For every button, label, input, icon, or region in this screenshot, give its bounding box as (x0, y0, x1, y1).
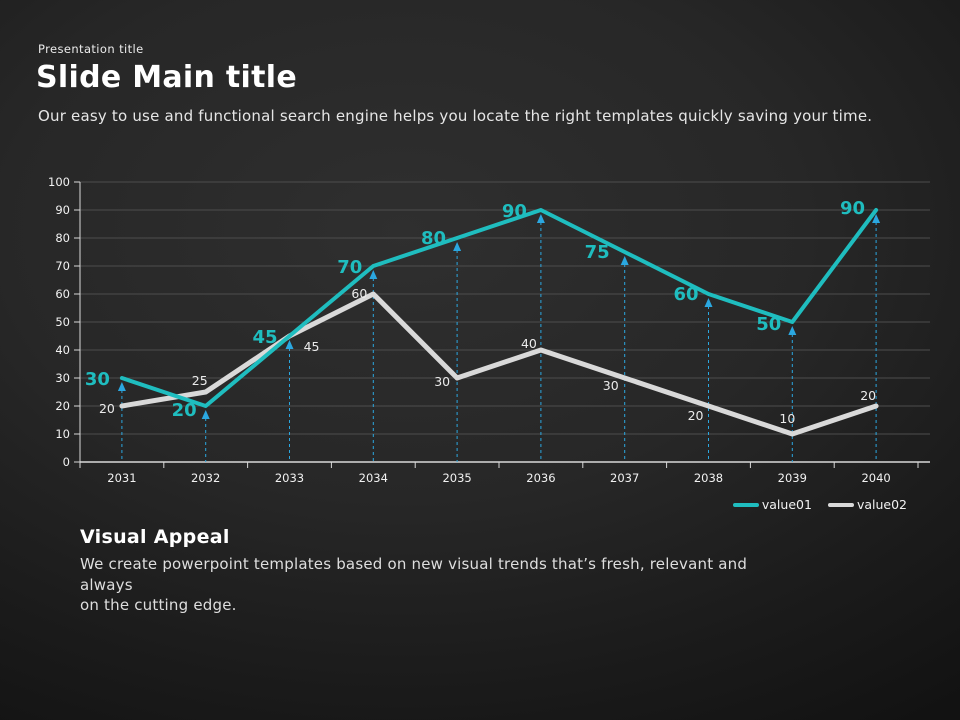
value01-swatch (732, 502, 759, 507)
svg-text:90: 90 (502, 201, 527, 222)
svg-text:90: 90 (840, 198, 865, 219)
svg-text:25: 25 (192, 373, 208, 388)
value02-swatch (827, 502, 854, 507)
svg-text:20: 20 (55, 399, 70, 413)
chart-legend: value01 value02 (732, 497, 907, 512)
value02-label: value02 (856, 497, 907, 512)
svg-text:45: 45 (252, 327, 277, 348)
svg-text:75: 75 (585, 242, 610, 263)
svg-text:2035: 2035 (442, 471, 471, 485)
svg-text:70: 70 (55, 259, 70, 273)
svg-text:80: 80 (55, 231, 70, 245)
svg-text:2033: 2033 (275, 471, 304, 485)
x-axis-labels: 2031 2032 2033 2034 2035 2036 2037 2038 2039 2040 (107, 471, 890, 485)
svg-text:80: 80 (421, 228, 446, 249)
callout-lines (117, 214, 881, 462)
series-value02-line (119, 291, 879, 437)
series-value02-data-labels: 20 25 45 60 30 40 30 20 10 20 (99, 286, 876, 426)
page-title: Slide Main title (36, 60, 298, 95)
svg-text:30: 30 (603, 378, 619, 393)
svg-text:2036: 2036 (526, 471, 555, 485)
svg-text:0: 0 (63, 455, 70, 469)
svg-text:100: 100 (48, 175, 70, 189)
svg-text:50: 50 (756, 314, 781, 335)
svg-text:20: 20 (860, 388, 876, 403)
svg-text:90: 90 (55, 203, 70, 217)
svg-text:10: 10 (55, 427, 70, 441)
series-value01-line (119, 208, 879, 408)
svg-text:30: 30 (85, 369, 110, 390)
presentation-title: Presentation title (38, 42, 144, 56)
series-value01-data-labels: 30 20 45 70 80 90 75 60 50 90 (85, 198, 865, 421)
svg-text:2031: 2031 (107, 471, 136, 485)
svg-text:10: 10 (779, 411, 795, 426)
svg-text:20: 20 (172, 400, 197, 421)
svg-text:20: 20 (688, 408, 704, 423)
svg-text:45: 45 (304, 339, 320, 354)
svg-text:40: 40 (521, 336, 537, 351)
svg-text:30: 30 (434, 374, 450, 389)
svg-text:60: 60 (673, 284, 698, 305)
svg-text:2037: 2037 (610, 471, 639, 485)
svg-text:2040: 2040 (861, 471, 890, 485)
svg-text:20: 20 (99, 401, 115, 416)
svg-text:2034: 2034 (359, 471, 388, 485)
svg-text:2032: 2032 (191, 471, 220, 485)
svg-text:60: 60 (351, 286, 367, 301)
svg-text:30: 30 (55, 371, 70, 385)
svg-text:60: 60 (55, 287, 70, 301)
svg-text:2039: 2039 (778, 471, 807, 485)
legend-item-value01: value01 (732, 497, 812, 512)
footer-body: We create powerpoint templates based on … (80, 554, 800, 616)
svg-text:40: 40 (55, 343, 70, 357)
svg-text:50: 50 (55, 315, 70, 329)
footer-body-line1: We create powerpoint templates based on … (80, 555, 748, 594)
svg-text:2038: 2038 (694, 471, 723, 485)
svg-text:70: 70 (337, 257, 362, 278)
line-chart: 0 10 20 30 40 50 60 70 80 90 100 2031 2032 2033 2034 20… (30, 170, 948, 492)
subtitle-text: Our easy to use and functional search en… (38, 107, 873, 125)
footer-heading: Visual Appeal (80, 526, 230, 548)
axes: 0 10 20 30 40 50 60 70 80 90 100 (48, 175, 948, 469)
value01-label: value01 (761, 497, 812, 512)
legend-item-value02: value02 (827, 497, 907, 512)
footer-body-line2: on the cutting edge. (80, 596, 237, 615)
